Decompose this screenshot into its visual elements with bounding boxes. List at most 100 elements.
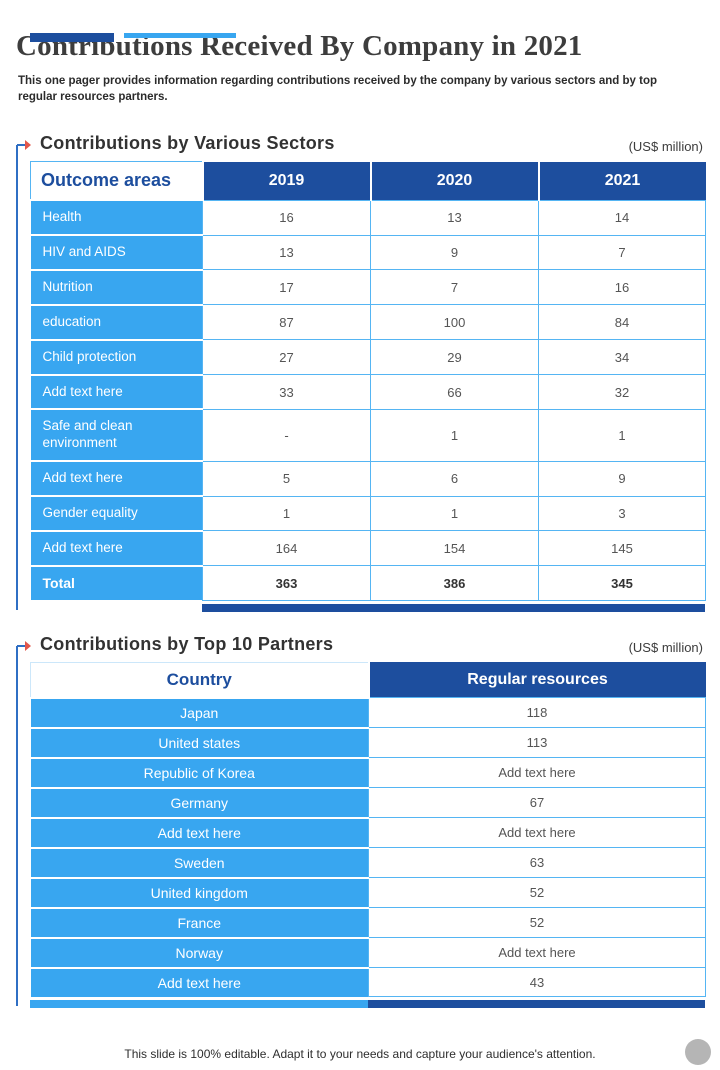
row-label: Add text here	[30, 460, 203, 497]
value-cell: 14	[538, 199, 706, 236]
country-cell: Add text here	[30, 816, 369, 848]
units-label: (US$ million)	[628, 639, 703, 655]
row-label: Gender equality	[30, 495, 203, 531]
country-cell: Japan	[30, 696, 369, 728]
section-sectors: Contributions by Various Sectors (US$ mi…	[16, 133, 706, 612]
row-label: Safe and clean environment	[30, 408, 203, 462]
value-cell: 7	[538, 234, 706, 271]
table-row: United states 113	[30, 726, 706, 759]
value-cell: 113	[368, 727, 706, 759]
value-cell: 1	[202, 495, 371, 532]
section-partners: Contributions by Top 10 Partners (US$ mi…	[16, 633, 706, 1009]
table-row: France 52	[30, 906, 706, 939]
table-header-row: Country Regular resources	[30, 661, 706, 699]
table-row: Sweden 63	[30, 846, 706, 879]
country-cell: United kingdom	[30, 876, 369, 908]
value-cell: 3	[538, 495, 706, 532]
table-row: Add text here 33 66 32	[30, 373, 706, 410]
table-row: Health 16 13 14	[30, 199, 706, 236]
country-cell: Republic of Korea	[30, 756, 369, 788]
value-cell: 164	[202, 530, 371, 567]
section-heading-sectors: Contributions by Various Sectors	[40, 133, 335, 154]
value-cell: 52	[368, 907, 706, 939]
table-row: Germany 67	[30, 786, 706, 819]
corner-circle	[685, 1039, 711, 1065]
value-cell: 1	[538, 408, 706, 462]
section-heading-partners: Contributions by Top 10 Partners	[40, 633, 334, 654]
column-header-regular-resources: Regular resources	[367, 662, 706, 698]
table-bottom-strip-dark	[368, 1000, 705, 1009]
column-header-country: Country	[30, 661, 369, 699]
value-cell: 386	[370, 565, 539, 601]
value-cell: 154	[370, 530, 539, 567]
accent-bar-dark	[30, 33, 114, 42]
value-cell: 34	[538, 339, 706, 376]
value-cell: 345	[538, 565, 706, 601]
country-cell: Germany	[30, 786, 369, 818]
arrow-line	[17, 144, 26, 147]
row-label: Total	[30, 564, 203, 601]
table-row: Gender equality 1 1 3	[30, 495, 706, 532]
table-row: Add text here 164 154 145	[30, 529, 706, 567]
value-cell: 33	[202, 374, 371, 410]
table-row: United kingdom 52	[30, 876, 706, 909]
column-header-2021: 2021	[537, 161, 706, 201]
row-label: Nutrition	[30, 268, 203, 305]
country-cell: Norway	[30, 936, 369, 968]
value-cell: 87	[202, 304, 371, 341]
value-cell: Add text here	[368, 757, 706, 789]
table-bottom-strip-light	[30, 1000, 368, 1009]
value-cell: 27	[202, 339, 371, 376]
table-row: Add text here 5 6 9	[30, 460, 706, 497]
value-cell: 363	[202, 565, 371, 601]
accent-bar-light	[124, 33, 236, 38]
value-cell: Add text here	[368, 937, 706, 969]
table-row: education 87 100 84	[30, 303, 706, 341]
partners-table: Country Regular resources Japan 118 Unit…	[30, 661, 706, 998]
table-row: HIV and AIDS 13 9 7	[30, 234, 706, 271]
value-cell: 84	[538, 304, 706, 341]
value-cell: 9	[370, 234, 539, 271]
table-row: Japan 118	[30, 696, 706, 729]
column-header-2020: 2020	[369, 161, 539, 201]
connector-line	[16, 145, 18, 610]
value-cell: 118	[368, 697, 706, 729]
value-cell: 5	[202, 460, 371, 497]
value-cell: 100	[370, 304, 539, 341]
row-label: Add text here	[30, 373, 203, 410]
value-cell: -	[202, 408, 371, 462]
arrow-line	[17, 644, 26, 647]
value-cell: 17	[202, 269, 371, 306]
value-cell: 1	[370, 408, 539, 462]
value-cell: 1	[370, 495, 539, 532]
country-cell: United states	[30, 726, 369, 758]
value-cell: 66	[370, 374, 539, 410]
value-cell: 52	[368, 877, 706, 909]
table-row-total: Total 363 386 345	[30, 564, 706, 601]
row-label: Add text here	[30, 529, 203, 566]
row-label: education	[30, 303, 203, 340]
page-subtitle: This one pager provides information rega…	[18, 75, 658, 104]
footer-note: This slide is 100% editable. Adapt it to…	[124, 1047, 596, 1061]
table-row: Child protection 27 29 34	[30, 338, 706, 376]
table-row: Add text here Add text here	[30, 816, 706, 849]
value-cell: 9	[538, 460, 706, 497]
country-cell: Add text here	[30, 966, 369, 997]
units-label: (US$ million)	[628, 139, 703, 155]
country-cell: France	[30, 906, 369, 938]
value-cell: 16	[202, 199, 371, 236]
value-cell: 43	[368, 967, 706, 998]
country-cell: Sweden	[30, 846, 369, 878]
table-bottom-strip	[202, 603, 705, 612]
value-cell: 32	[538, 374, 706, 410]
value-cell: 63	[368, 847, 706, 879]
value-cell: 6	[370, 460, 539, 497]
value-cell: 13	[370, 199, 539, 236]
table-row: Republic of Korea Add text here	[30, 756, 706, 789]
table-row: Norway Add text here	[30, 936, 706, 969]
value-cell: Add text here	[368, 817, 706, 849]
sectors-table: Outcome areas 2019 2020 2021 Health 16 1…	[30, 161, 706, 601]
table-row: Nutrition 17 7 16	[30, 268, 706, 306]
row-label: Child protection	[30, 338, 203, 375]
page-title: Contributions Received By Company in 202…	[16, 30, 583, 62]
